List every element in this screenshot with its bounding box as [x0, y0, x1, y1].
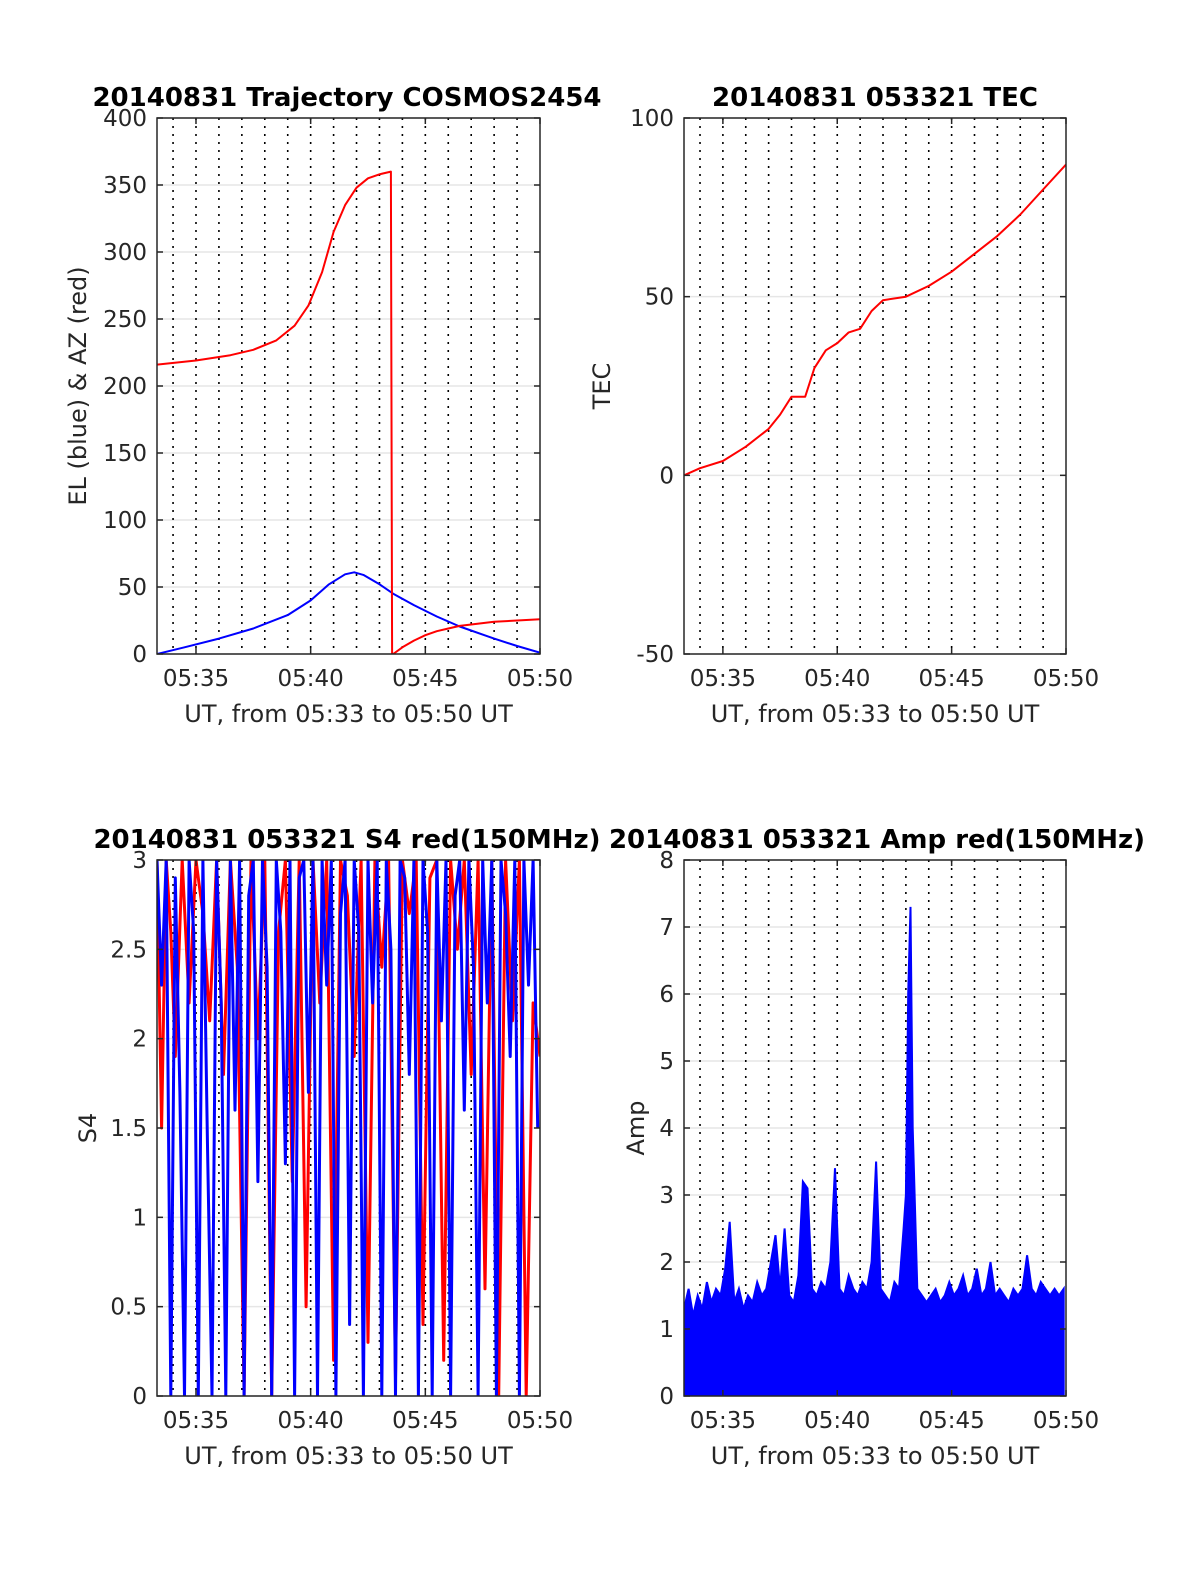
y-tick-label: 300 — [103, 240, 147, 266]
y-tick-label: 100 — [630, 106, 674, 132]
x-tick-label: 05:50 — [1033, 666, 1099, 692]
y-tick-label: 2 — [659, 1250, 674, 1276]
y-tick-label: 3 — [659, 1183, 674, 1209]
chart-panel-3: 0 0.5 1 1.5 2 2.5 3 05:35 05:40 05:45 05:50 2014083… — [74, 825, 601, 1470]
x-tick-label: 05:45 — [392, 666, 458, 692]
axes-frame — [683, 117, 1067, 655]
y-tick-label: 2 — [132, 1027, 147, 1053]
series-red-line — [684, 163, 1066, 477]
x-tick-label: 05:45 — [918, 1408, 984, 1434]
y-tick-label: 350 — [103, 173, 147, 199]
y-tick-label: 8 — [659, 848, 674, 874]
y-tick-label: 6 — [659, 982, 674, 1008]
y-tick-label: 0 — [659, 1384, 674, 1410]
x-tick-label: 05:45 — [392, 1408, 458, 1434]
chart-title: 20140831 053321 S4 red(150MHz) — [93, 825, 600, 855]
chart-title: 20140831 Trajectory COSMOS2454 — [92, 83, 601, 113]
x-tick-label: 05:50 — [1033, 1408, 1099, 1434]
y-tick-label: 50 — [645, 285, 674, 311]
y-tick-label: 3 — [132, 848, 147, 874]
x-axis-label: UT, from 05:33 to 05:50 UT — [711, 1442, 1040, 1470]
series-red-line — [157, 170, 540, 654]
x-tick-label: 05:40 — [278, 1408, 344, 1434]
y-tick-label: 150 — [103, 441, 147, 467]
x-tick-label: 05:35 — [690, 666, 756, 692]
y-tick-label: 0 — [659, 463, 674, 489]
x-tick-label: 05:40 — [804, 1408, 870, 1434]
y-tick-label: -50 — [636, 642, 674, 668]
y-axis-label: S4 — [74, 1113, 102, 1144]
y-tick-label: 200 — [103, 374, 147, 400]
y-tick-label: 0 — [132, 1384, 147, 1410]
series-blue-line — [157, 571, 540, 654]
x-axis-label: UT, from 05:33 to 05:50 UT — [711, 700, 1040, 728]
y-tick-label: 1.5 — [110, 1116, 147, 1142]
y-tick-label: 5 — [659, 1049, 674, 1075]
y-tick-label: 7 — [659, 915, 674, 941]
y-tick-label: 400 — [103, 106, 147, 132]
y-tick-label: 4 — [659, 1116, 674, 1142]
chart-title: 20140831 053321 Amp red(150MHz) — [609, 825, 1145, 855]
x-tick-label: 05:35 — [690, 1408, 756, 1434]
series-blue-area — [684, 906, 1065, 1396]
y-tick-label: 50 — [118, 575, 147, 601]
y-axis-label: Amp — [622, 1100, 650, 1155]
x-tick-label: 05:35 — [163, 1408, 229, 1434]
y-axis-label: EL (blue) & AZ (red) — [64, 266, 92, 505]
series-blue-line — [157, 860, 540, 1396]
y-tick-label: 250 — [103, 307, 147, 333]
y-tick-label: 0.5 — [110, 1295, 147, 1321]
x-tick-label: 05:40 — [804, 666, 870, 692]
chart-panel-1: 0 50 100 150 200 250 300 350 400 05:35 05:40 05:45 0… — [64, 83, 602, 728]
y-tick-label: 100 — [103, 508, 147, 534]
y-tick-label: 1 — [659, 1317, 674, 1343]
x-axis-label: UT, from 05:33 to 05:50 UT — [184, 700, 513, 728]
x-tick-label: 05:35 — [163, 666, 229, 692]
x-tick-label: 05:50 — [507, 666, 573, 692]
chart-title: 20140831 053321 TEC — [712, 83, 1038, 113]
x-tick-label: 05:50 — [507, 1408, 573, 1434]
y-tick-label: 1 — [132, 1205, 147, 1231]
y-axis-label: TEC — [588, 363, 616, 411]
x-axis-label: UT, from 05:33 to 05:50 UT — [184, 1442, 513, 1470]
x-tick-label: 05:40 — [278, 666, 344, 692]
y-tick-label: 0 — [132, 642, 147, 668]
chart-panel-4: 0 1 2 3 4 5 6 7 8 05:35 05:40 05:45 05:50 20140831 05… — [609, 825, 1145, 1470]
x-tick-label: 05:45 — [918, 666, 984, 692]
chart-panel-2: -50 0 50 100 05:35 05:40 05:45 05:50 20140831 05… — [588, 83, 1099, 728]
y-tick-label: 2.5 — [110, 937, 147, 963]
